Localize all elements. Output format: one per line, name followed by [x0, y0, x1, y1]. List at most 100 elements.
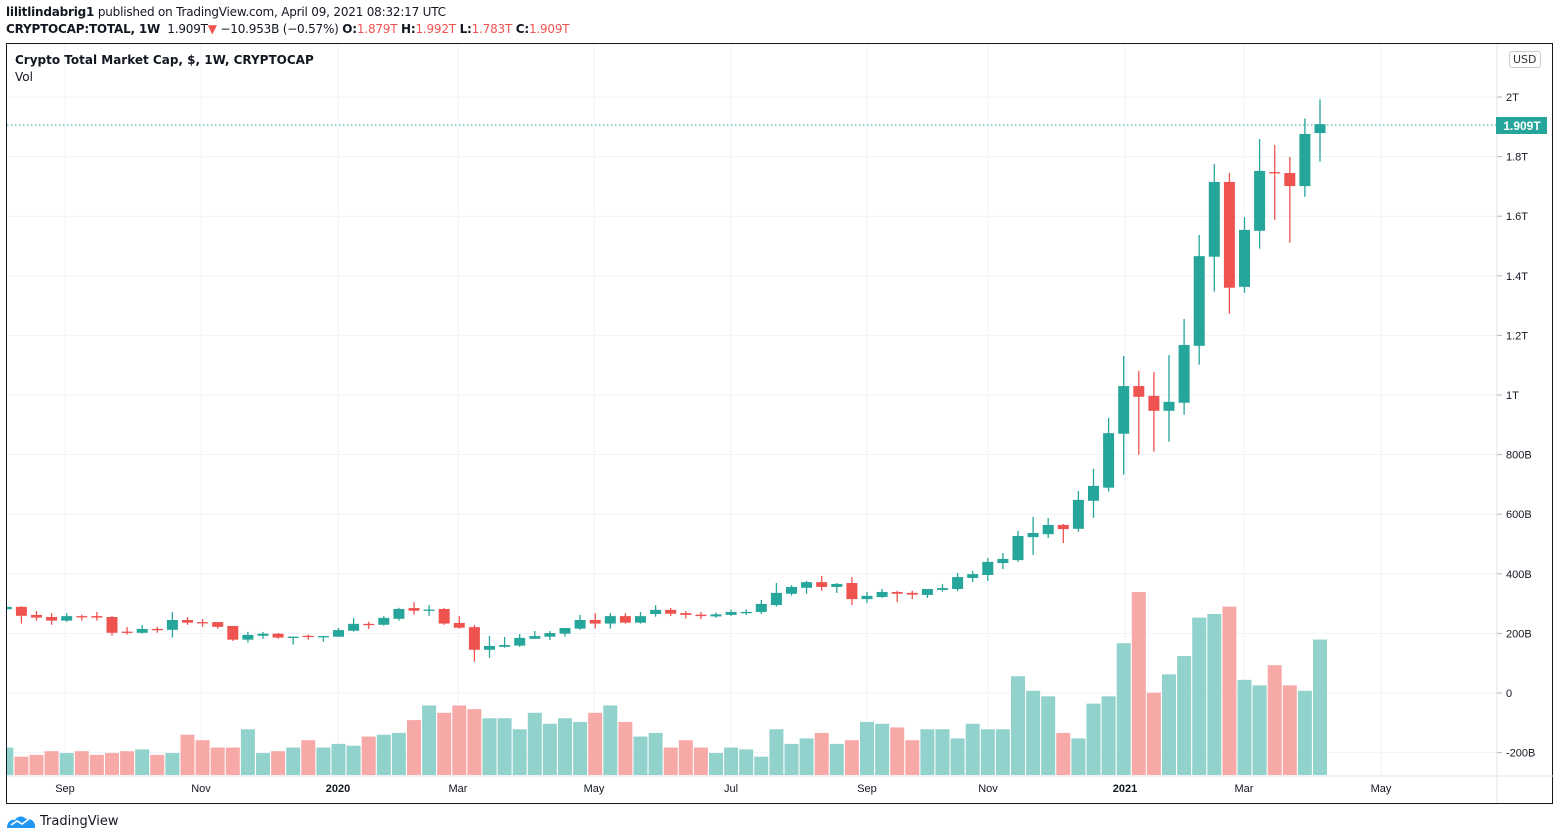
candle[interactable]: [499, 636, 511, 648]
candle[interactable]: [15, 605, 27, 624]
candle[interactable]: [272, 633, 284, 639]
candle[interactable]: [438, 608, 450, 625]
candle[interactable]: [650, 605, 662, 617]
candle[interactable]: [921, 588, 933, 598]
candle[interactable]: [242, 631, 254, 643]
candle[interactable]: [589, 613, 601, 629]
candle[interactable]: [529, 631, 541, 640]
currency-button[interactable]: USD: [1509, 51, 1541, 68]
candle[interactable]: [393, 607, 405, 621]
candle[interactable]: [76, 614, 88, 621]
candle[interactable]: [61, 613, 73, 622]
candle[interactable]: [197, 619, 209, 627]
candle[interactable]: [740, 609, 752, 615]
candle[interactable]: [831, 583, 843, 593]
candle[interactable]: [287, 636, 299, 645]
candle[interactable]: [136, 625, 148, 634]
candle[interactable]: [363, 621, 375, 629]
candle[interactable]: [453, 616, 465, 629]
candle[interactable]: [680, 611, 692, 619]
candle[interactable]: [1057, 524, 1069, 544]
candle[interactable]: [182, 617, 193, 625]
candle[interactable]: [302, 634, 314, 640]
candle[interactable]: [861, 591, 873, 604]
candle[interactable]: [891, 590, 903, 603]
candle[interactable]: [816, 575, 828, 591]
candle[interactable]: [770, 583, 782, 607]
candle[interactable]: [333, 628, 344, 637]
volume-bar: [7, 747, 14, 775]
candle[interactable]: [121, 627, 133, 635]
candle[interactable]: [559, 628, 571, 637]
candle[interactable]: [166, 611, 178, 638]
candle[interactable]: [1239, 217, 1250, 293]
candle[interactable]: [846, 577, 858, 606]
candle[interactable]: [1088, 468, 1099, 518]
candle[interactable]: [1103, 417, 1115, 492]
candle[interactable]: [484, 636, 495, 658]
candle[interactable]: [967, 571, 979, 583]
candle[interactable]: [468, 625, 480, 662]
candle[interactable]: [876, 588, 888, 598]
candle[interactable]: [695, 611, 707, 620]
candle[interactable]: [1, 606, 12, 610]
footer-brand[interactable]: TradingView: [6, 813, 119, 829]
publisher-name[interactable]: lilitlindabrig1: [6, 5, 95, 19]
volume-legend[interactable]: Vol: [15, 70, 33, 84]
candle[interactable]: [91, 611, 103, 621]
candle[interactable]: [378, 616, 390, 626]
candle[interactable]: [423, 605, 435, 616]
candle[interactable]: [1269, 144, 1281, 220]
candle[interactable]: [604, 613, 616, 629]
candle[interactable]: [408, 602, 420, 615]
candle[interactable]: [1042, 518, 1054, 539]
candle[interactable]: [997, 552, 1009, 570]
candle[interactable]: [635, 611, 646, 624]
candle[interactable]: [574, 614, 586, 630]
candle[interactable]: [1027, 516, 1039, 556]
candle[interactable]: [1012, 530, 1024, 562]
candle[interactable]: [1118, 355, 1130, 475]
candle[interactable]: [46, 613, 58, 625]
candle[interactable]: [1284, 156, 1296, 243]
candle[interactable]: [348, 617, 360, 632]
candle[interactable]: [1299, 118, 1311, 197]
candle[interactable]: [755, 600, 767, 615]
candle[interactable]: [1148, 372, 1160, 452]
candle[interactable]: [1072, 490, 1084, 532]
candle[interactable]: [1178, 319, 1190, 415]
candle[interactable]: [1314, 99, 1326, 162]
candle[interactable]: [151, 626, 163, 633]
time-axis[interactable]: Sep Nov 2020 Mar May Jul Sep Nov 2021 Mar May: [55, 783, 1392, 795]
candle[interactable]: [227, 625, 239, 641]
candle[interactable]: [952, 572, 964, 592]
candle[interactable]: [544, 631, 556, 640]
candle[interactable]: [1133, 370, 1145, 455]
candle[interactable]: [619, 613, 631, 624]
candle[interactable]: [317, 636, 329, 642]
candle[interactable]: [710, 612, 722, 618]
candle[interactable]: [212, 622, 224, 629]
candle[interactable]: [106, 616, 118, 636]
candle[interactable]: [801, 580, 813, 594]
candle[interactable]: [1254, 139, 1266, 249]
volume-bar: [739, 749, 754, 775]
candle[interactable]: [1223, 172, 1235, 314]
price-axis[interactable]: 2T 1.8T 1.6T 1.4T 1.2T 1T 800B 600B 400B 200B 0 -20…: [1497, 92, 1535, 760]
candle[interactable]: [725, 609, 737, 617]
candle[interactable]: [1208, 164, 1220, 292]
candle-body: [31, 614, 42, 618]
candle[interactable]: [1163, 355, 1175, 442]
candle[interactable]: [786, 585, 797, 596]
candle[interactable]: [906, 590, 918, 600]
candle[interactable]: [937, 583, 948, 592]
candle[interactable]: [665, 608, 677, 617]
candle[interactable]: [31, 611, 42, 621]
candle[interactable]: [514, 633, 526, 647]
candle[interactable]: [257, 631, 269, 639]
candle-body: [257, 633, 269, 636]
candle[interactable]: [982, 558, 994, 581]
candle[interactable]: [1193, 234, 1205, 365]
series-title[interactable]: Crypto Total Market Cap, $, 1W, CRYPTOCA…: [15, 53, 314, 67]
